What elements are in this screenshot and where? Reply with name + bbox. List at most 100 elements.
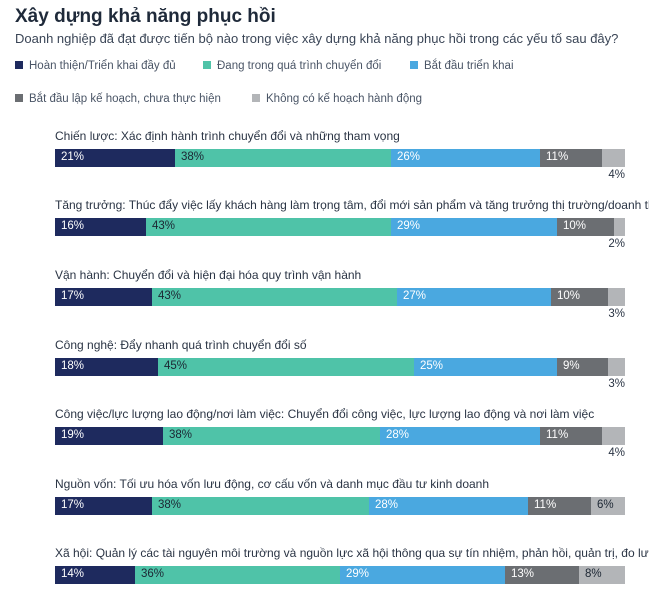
bar-row: 19% 38% 28% 11% [55,427,625,445]
bar-row: 21% 38% 26% 11% [55,149,625,167]
data-label: 21% [61,151,85,163]
data-label: 43% [152,220,176,232]
legend-swatch [203,61,211,69]
data-label: 9% [563,360,580,372]
legend-swatch [15,94,23,102]
data-label: 16% [61,220,85,232]
bar-segment [55,427,163,445]
data-label: 6% [597,499,614,511]
legend-item: Bắt đầu triển khai [410,60,514,72]
bar-segment [55,288,152,306]
bar-row: 17% 43% 27% 10% [55,288,625,306]
data-label: 26% [397,151,421,163]
bar-segment [591,497,625,515]
legend-item: Đang trong quá trình chuyển đổi [203,60,381,72]
bar-segment [55,358,158,376]
bar-segment [55,497,152,515]
bar-segment [55,566,135,584]
bar-segment [397,288,551,306]
bar-segment [608,358,625,376]
bar-segment [614,218,625,236]
legend-swatch [410,61,418,69]
bar-segment [380,427,540,445]
data-label: 36% [141,568,165,580]
bar-row: 16% 43% 29% 10% [55,218,625,236]
category-label: Xã hội: Quản lý các tài nguyên môi trườn… [55,546,649,560]
bar-row: 17% 38% 28% 11% 6% [55,497,625,515]
category-label: Chiến lược: Xác định hành trình chuyển đ… [55,129,400,143]
data-label: 4% [608,169,625,181]
category-label: Công việc/lực lượng lao động/nơi làm việ… [55,407,595,421]
category-label: Công nghệ: Đẩy nhanh quá trình chuyển đổ… [55,338,307,352]
data-label: 2% [608,238,625,250]
bar-segment [146,218,391,236]
data-label: 11% [546,429,569,441]
legend-label: Bắt đầu lập kế hoạch, chưa thực hiện [29,93,221,105]
bar-segment [55,149,175,167]
data-label: 14% [61,568,85,580]
data-label: 13% [511,568,535,580]
legend-swatch [15,61,23,69]
category-label: Nguồn vốn: Tối ưu hóa vốn lưu động, cơ c… [55,477,490,491]
bar-row: 18% 45% 25% 9% [55,358,625,376]
data-label: 27% [403,290,427,302]
bar-segment [602,427,625,445]
chart-title: Xây dựng khả năng phục hồi [15,6,276,27]
chart-subtitle: Doanh nghiệp đã đạt được tiến bộ nào tro… [15,31,619,46]
legend-item: Bắt đầu lập kế hoạch, chưa thực hiện [15,93,221,105]
bar-segment [175,149,391,167]
legend-item: Hoàn thiện/Triển khai đầy đủ [15,60,176,72]
bar-segment [391,149,540,167]
data-label: 29% [397,220,421,232]
data-label: 38% [181,151,205,163]
data-label: 38% [158,499,182,511]
bar-segment [340,566,505,584]
data-label: 10% [563,220,587,232]
data-label: 3% [608,308,625,320]
legend-label: Bắt đầu triển khai [424,60,514,72]
data-label: 11% [546,151,569,163]
data-label: 17% [61,499,85,511]
bar-segment [557,358,608,376]
bar-segment [152,288,397,306]
bar-segment [135,566,340,584]
data-label: 19% [61,429,85,441]
data-label: 28% [386,429,410,441]
bar-segment [579,566,625,584]
bar-segment [557,218,614,236]
bar-segment [152,497,369,515]
bar-segment [505,566,579,584]
bar-segment [528,497,591,515]
bar-row: 14% 36% 29% 13% 8% [55,566,625,584]
bar-segment [369,497,528,515]
data-label: 25% [420,360,444,372]
bar-segment [414,358,557,376]
data-label: 17% [61,290,85,302]
legend-item: Không có kế hoạch hành động [252,93,422,105]
data-label: 10% [557,290,581,302]
legend-label: Hoàn thiện/Triển khai đầy đủ [29,60,176,72]
bar-segment [602,149,625,167]
data-label: 18% [61,360,85,372]
data-label: 45% [164,360,188,372]
bar-segment [55,218,146,236]
bar-segment [608,288,625,306]
data-label: 28% [375,499,399,511]
data-label: 29% [346,568,370,580]
bar-segment [540,427,602,445]
bar-segment [391,218,557,236]
data-label: 8% [585,568,602,580]
data-label: 43% [158,290,182,302]
data-label: 38% [169,429,193,441]
category-label: Vận hành: Chuyển đổi và hiện đại hóa quy… [55,268,362,282]
data-label: 11% [534,499,557,511]
legend-swatch [252,94,260,102]
bar-segment [551,288,608,306]
bar-segment [158,358,414,376]
legend-label: Không có kế hoạch hành động [266,93,423,105]
bar-segment [163,427,380,445]
legend-label: Đang trong quá trình chuyển đổi [217,60,382,72]
category-label: Tăng trưởng: Thúc đẩy việc lấy khách hàn… [55,198,649,212]
data-label: 4% [608,447,625,459]
bar-segment [540,149,602,167]
